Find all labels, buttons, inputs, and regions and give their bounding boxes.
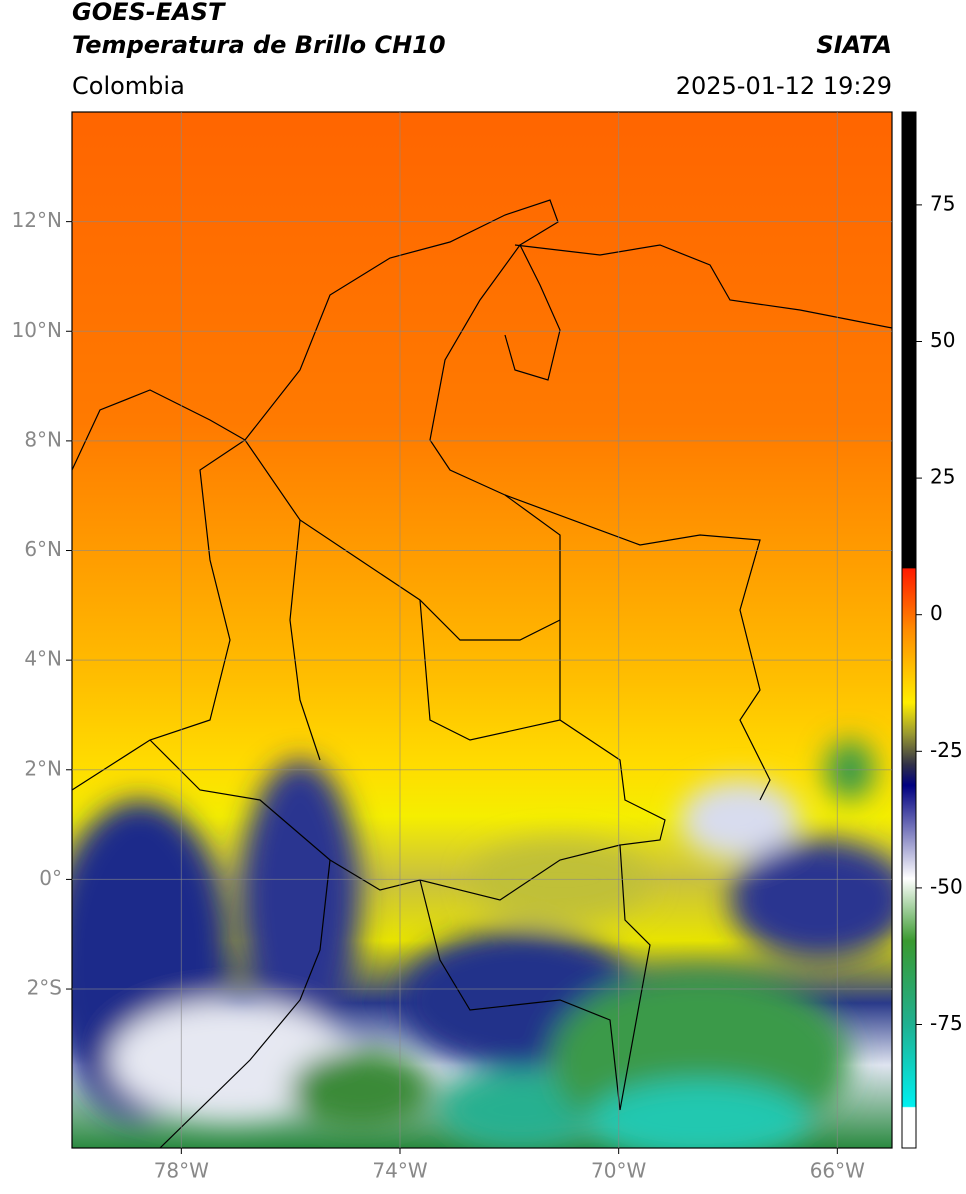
y-tick-label: 2°N xyxy=(24,756,62,780)
borders xyxy=(71,199,893,1149)
colorbar-tick-label: 25 xyxy=(930,465,955,489)
x-tick-label: 66°W xyxy=(810,1159,865,1183)
colorbar-tick-label: -75 xyxy=(930,1011,963,1035)
map-frame xyxy=(71,111,893,1149)
y-tick-label: 0° xyxy=(39,866,62,890)
x-tick-label: 74°W xyxy=(372,1159,427,1183)
satellite-image xyxy=(72,112,892,1148)
subtitle: Temperatura de Brillo CH10 xyxy=(72,31,446,59)
x-tick-label: 70°W xyxy=(591,1159,646,1183)
colorbar-tick-label: -25 xyxy=(930,738,963,762)
y-tick-label: 6°N xyxy=(24,537,62,561)
region: Colombia xyxy=(72,72,185,100)
x-tick-label: 78°W xyxy=(154,1159,209,1183)
source: SIATA xyxy=(816,31,892,59)
y-tick-label: 8°N xyxy=(24,427,62,451)
title: GOES-EAST xyxy=(72,0,226,26)
y-tick-label: 4°N xyxy=(24,647,62,671)
colorbar-tick-label: -50 xyxy=(930,874,963,898)
timestamp: 2025-01-12 19:29 xyxy=(676,72,892,100)
y-tick-label: 10°N xyxy=(12,318,62,342)
colorbar xyxy=(901,111,917,1149)
y-tick-label: 12°N xyxy=(12,208,62,232)
y-tick-label: 2°S xyxy=(27,976,62,1000)
colorbar-tick-label: 75 xyxy=(930,191,955,215)
colorbar-tick-label: 50 xyxy=(930,328,955,352)
colorbar-tick-label: 0 xyxy=(930,601,943,625)
